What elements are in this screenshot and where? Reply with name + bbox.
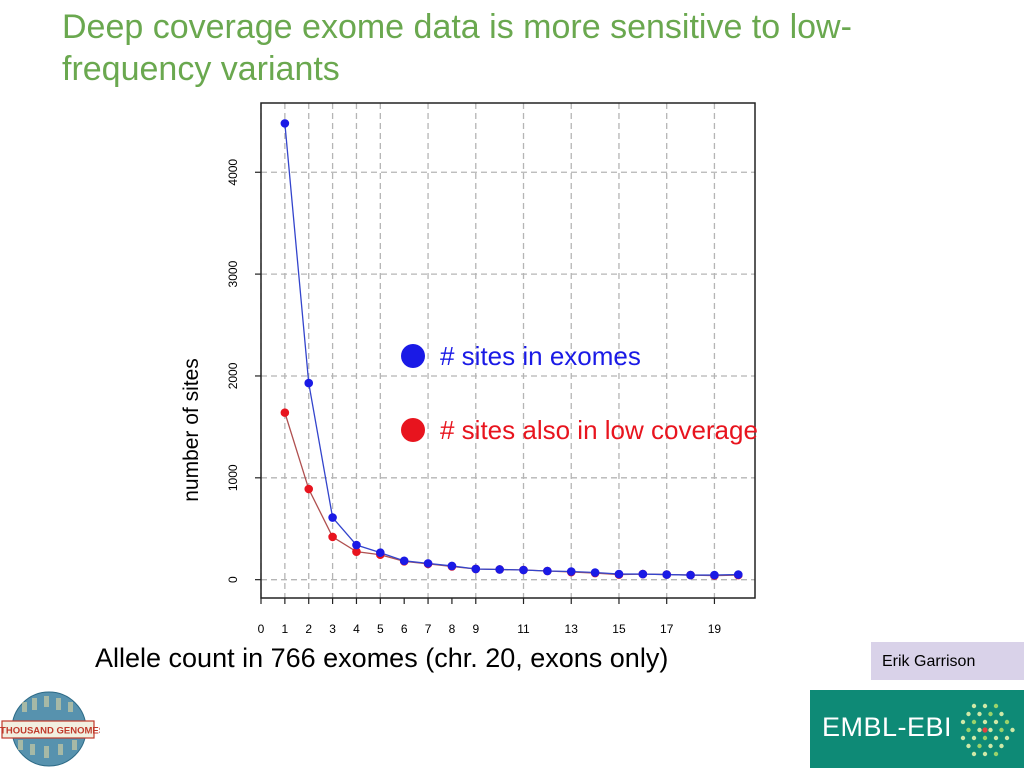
author-box [871,642,1024,680]
x-tick-label: 9 [472,622,479,636]
hex-dot [982,719,988,725]
data-point [280,119,290,128]
hex-dot-center [982,727,988,733]
x-tick-label: 2 [305,622,312,636]
x-tick-label: 15 [612,622,626,636]
legend-label: # sites in exomes [440,341,641,371]
x-tick-label: 3 [329,622,336,636]
y-tick-label: 1000 [226,464,240,491]
x-tick-label: 4 [353,622,360,636]
hex-dot [982,703,988,709]
legend-marker [401,418,425,442]
thousand-genomes-logo-text: A THOUSAND GENOMES [0,726,100,737]
hex-dot [966,711,971,717]
x-tick-label: 13 [565,622,579,636]
y-tick-label: 3000 [226,260,240,287]
hex-dot [977,711,982,717]
data-point [495,565,504,574]
slide-title: Deep coverage exome data is more sensiti… [62,8,852,88]
hex-dot [971,703,977,709]
y-axis-label: number of sites [180,358,203,502]
data-point [471,564,481,574]
hex-dot [1010,727,1015,733]
x-tick-label: 1 [282,622,289,636]
y-axis: 0 1000 2000 3000 4000 [226,159,261,583]
hex-dot [993,735,999,741]
data-point [352,540,361,550]
data-point [543,566,552,576]
hex-dot [977,743,982,749]
x-tick-label: 11 [517,622,530,636]
data-point [590,568,600,577]
data-point [447,561,457,571]
series-layer [280,119,743,580]
hex-dot [982,735,988,741]
hex-dot [999,711,1004,717]
hex-dot [960,735,966,741]
data-point [399,556,409,566]
legend-marker [401,344,425,368]
x-tick-label: 8 [449,622,456,636]
hex-dot [993,719,999,725]
embl-ebi-banner [810,690,1024,768]
data-point [686,570,695,580]
y-tick-label: 0 [226,576,240,583]
hex-dot [971,751,977,757]
thousand-genomes-logo: A THOUSAND GENOMES [0,691,100,767]
legend: # sites in exomes # sites also in low cov… [401,341,758,445]
hex-dot [1004,719,1010,725]
x-tick-label: 6 [401,622,408,636]
x-tick-label: 17 [660,622,674,636]
data-point [304,484,314,494]
hex-dot [977,727,982,733]
hex-dot [971,719,977,725]
embl-ebi-label: EMBL-EBI [822,712,953,742]
data-point [328,532,337,542]
y-tick-label: 2000 [226,362,240,389]
hex-dot [1004,735,1010,741]
data-point [423,559,433,568]
hex-dot [960,719,966,725]
hex-dot [999,743,1004,749]
hex-dot [988,711,993,717]
data-point [710,570,719,580]
hex-dot [966,727,971,733]
x-tick-label: 0 [258,622,265,636]
hex-dot [966,743,971,749]
hex-dot [999,727,1004,733]
plot-frame [260,102,756,599]
x-axis-label: Allele count in 766 exomes (chr. 20, exo… [95,643,669,673]
legend-label: # sites also in low coverage [440,415,758,445]
data-point [638,569,648,579]
data-point [519,565,528,575]
data-point [733,570,743,579]
hex-dot [988,727,993,733]
data-point [566,567,576,576]
data-point [614,569,624,579]
people-pattern [18,696,77,758]
embl-ebi-hexagon-icon [960,703,1015,757]
hex-dot [988,743,993,749]
hex-dot [971,735,977,741]
data-point [662,570,672,579]
data-point [376,548,385,557]
chart-grid [260,103,755,598]
x-axis: 0 1 2 3 4 5 6 7 8 9 11 13 15 17 19 [258,598,722,636]
hex-dot [982,751,988,757]
x-tick-label: 7 [425,622,432,636]
hex-dot [993,751,999,757]
author-name: Erik Garrison [882,653,976,670]
data-point [304,378,314,388]
x-tick-label: 19 [708,622,722,636]
data-point [280,408,290,417]
y-tick-label: 4000 [226,159,240,186]
data-point [328,513,337,522]
x-tick-label: 5 [377,622,384,636]
hex-dot [993,703,999,709]
